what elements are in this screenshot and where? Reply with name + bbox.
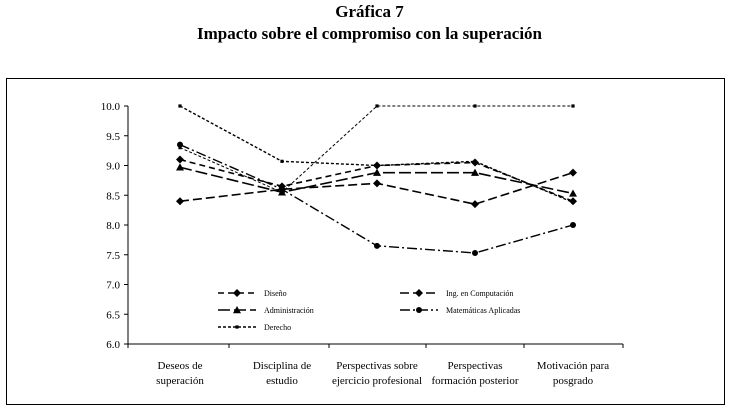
data-line: [179, 144, 574, 254]
figure-label: Gráfica 7: [335, 2, 404, 21]
chart-frame: [6, 78, 725, 405]
y-tick-label: 9.5: [106, 131, 120, 143]
data-point: [571, 200, 575, 204]
data-point: [473, 159, 477, 163]
data-point: [473, 104, 477, 108]
x-category-label: posgrado: [553, 375, 594, 387]
legend-label: Matemáticas Aplicadas: [446, 306, 520, 315]
data-point: [176, 155, 184, 164]
legend-label: Diseño: [264, 289, 287, 298]
y-tick-label: 8.5: [106, 190, 120, 202]
data-point: [569, 168, 577, 177]
y-tick-label: 6.5: [106, 309, 120, 321]
data-point: [178, 146, 182, 150]
data-point: [373, 179, 381, 188]
y-tick-label: 7.5: [106, 250, 120, 262]
legend-marker: [416, 307, 422, 313]
data-point: [374, 242, 380, 249]
data-point: [570, 222, 576, 228]
chart-title: Impacto sobre el compromiso con la super…: [196, 24, 543, 43]
legend-marker: [415, 289, 423, 297]
y-tick-label: 6.0: [106, 339, 120, 351]
legend-label: Ing. en Computación: [446, 289, 513, 298]
data-point: [471, 168, 479, 176]
data-point: [280, 190, 284, 194]
data-point: [471, 200, 479, 209]
data-point: [571, 104, 575, 108]
data-line: [179, 105, 573, 193]
x-category-label: Disciplina de: [253, 360, 311, 372]
legend-marker: [233, 306, 241, 314]
y-tick-label: 10.0: [101, 101, 121, 113]
data-point: [375, 104, 379, 108]
data-line: [179, 105, 574, 204]
data-point: [373, 168, 381, 176]
data-point: [569, 189, 577, 197]
x-category-label: Perspectivas sobre: [336, 360, 418, 372]
data-point: [176, 163, 184, 171]
x-category-label: estudio: [266, 375, 298, 387]
legend-marker: [233, 289, 241, 297]
data-point: [176, 197, 184, 206]
y-tick-label: 9.0: [106, 161, 120, 173]
data-point: [280, 159, 284, 163]
data-point: [472, 249, 478, 256]
x-category-label: ejercicio profesional: [332, 375, 422, 387]
data-point: [178, 104, 182, 108]
legend-label: Administración: [264, 306, 314, 315]
y-tick-label: 7.0: [106, 280, 120, 292]
x-category-label: formación posterior: [431, 375, 518, 387]
x-category-label: Perspectivas: [448, 360, 503, 372]
x-category-label: Deseos de: [158, 360, 203, 372]
data-point: [375, 163, 379, 168]
legend-label: Derecho: [264, 323, 291, 332]
y-tick-label: 8.0: [106, 220, 120, 232]
legend-marker: [235, 325, 239, 329]
x-category-label: Motivación para: [537, 360, 610, 372]
x-category-label: superación: [156, 375, 204, 387]
